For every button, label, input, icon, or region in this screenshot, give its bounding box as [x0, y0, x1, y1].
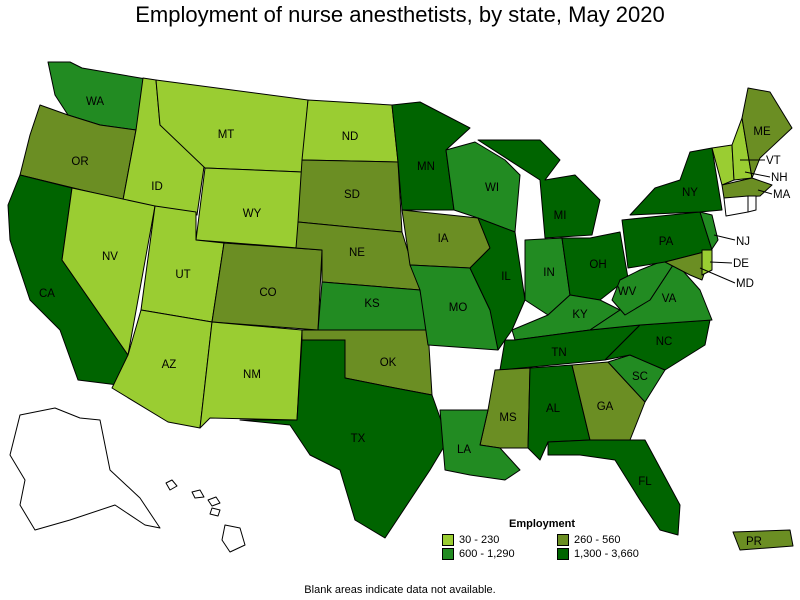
label-nj: NJ	[736, 236, 750, 248]
label-tn: TN	[551, 347, 566, 359]
state-ct	[723, 195, 749, 217]
legend-label: 600 - 1,290	[459, 548, 515, 560]
label-ia: IA	[438, 233, 449, 245]
label-me: ME	[753, 126, 771, 138]
label-pr: PR	[746, 536, 762, 548]
state-ri	[747, 195, 757, 213]
legend-label: 260 - 560	[574, 534, 621, 546]
label-mo: MO	[449, 302, 468, 314]
label-ca: CA	[39, 288, 55, 300]
label-wy: WY	[243, 208, 262, 220]
state-hi	[165, 479, 246, 553]
legend-item-260-560: 260 - 560	[557, 534, 667, 546]
state-me[interactable]	[741, 87, 793, 179]
state-ny[interactable]	[629, 147, 723, 216]
state-de[interactable]	[701, 249, 713, 276]
label-mn: MN	[417, 161, 435, 173]
label-fl: FL	[638, 476, 652, 488]
label-ny: NY	[682, 187, 698, 199]
label-pa: PA	[659, 236, 674, 248]
label-la: LA	[457, 444, 471, 456]
state-ma[interactable]	[721, 177, 773, 199]
legend-title: Employment	[508, 518, 575, 530]
state-md[interactable]	[664, 249, 713, 281]
label-nv: NV	[102, 251, 118, 263]
label-nc: NC	[656, 336, 673, 348]
state-pr[interactable]	[732, 529, 794, 551]
legend-item-600-1290: 600 - 1,290	[442, 548, 557, 560]
label-wa: WA	[86, 96, 104, 108]
label-va: VA	[662, 293, 677, 305]
footnote: Blank areas indicate data not available.	[304, 584, 496, 596]
label-de: DE	[733, 258, 749, 270]
legend-swatch	[557, 534, 569, 546]
state-nm[interactable]	[199, 321, 303, 429]
state-ak	[9, 407, 161, 531]
label-sd: SD	[344, 189, 360, 201]
legend-swatch	[557, 548, 569, 560]
legend-label: 1,300 - 3,660	[574, 548, 639, 560]
label-ms: MS	[499, 412, 517, 424]
state-la[interactable]	[439, 409, 521, 481]
label-oh: OH	[589, 259, 606, 271]
label-nd: ND	[342, 131, 359, 143]
label-nh: NH	[771, 172, 788, 184]
legend-item-30-230: 30 - 230	[442, 534, 557, 546]
state-wv[interactable]	[611, 261, 676, 316]
label-mi: MI	[554, 210, 567, 222]
state-nj[interactable]	[699, 211, 719, 256]
label-ma: MA	[773, 189, 791, 201]
legend-swatch	[442, 548, 454, 560]
label-nm: NM	[243, 369, 261, 381]
label-ks: KS	[364, 298, 380, 310]
label-tx: TX	[351, 433, 366, 445]
label-in: IN	[543, 267, 555, 279]
label-wi: WI	[485, 182, 499, 194]
label-vt: VT	[766, 155, 781, 167]
state-mi[interactable]	[477, 139, 601, 239]
label-md: MD	[736, 278, 754, 290]
state-ms[interactable]	[479, 367, 531, 449]
label-co: CO	[259, 287, 276, 299]
legend-swatch	[442, 534, 454, 546]
state-fl[interactable]	[547, 439, 681, 536]
label-mt: MT	[218, 129, 235, 141]
map-legend: Employment 30 - 230 260 - 560 600 - 1,29…	[442, 518, 662, 560]
legend-label: 30 - 230	[459, 534, 500, 546]
legend-item-1300-3660: 1,300 - 3,660	[557, 548, 667, 560]
state-il[interactable]	[469, 217, 526, 351]
label-wv: WV	[618, 286, 637, 298]
label-ky: KY	[572, 309, 588, 321]
state-ga[interactable]	[571, 361, 646, 441]
state-tx[interactable]	[239, 339, 449, 539]
label-al: AL	[546, 403, 561, 415]
label-or: OR	[71, 156, 88, 168]
state-wi[interactable]	[445, 141, 521, 233]
label-ne: NE	[349, 247, 365, 259]
label-il: IL	[501, 271, 511, 283]
label-az: AZ	[162, 359, 177, 371]
label-ut: UT	[175, 269, 190, 281]
map-title: Employment of nurse anesthetists, by sta…	[135, 2, 665, 27]
label-ga: GA	[597, 401, 614, 413]
label-id: ID	[151, 181, 163, 193]
label-sc: SC	[632, 371, 648, 383]
label-ok: OK	[380, 357, 397, 369]
